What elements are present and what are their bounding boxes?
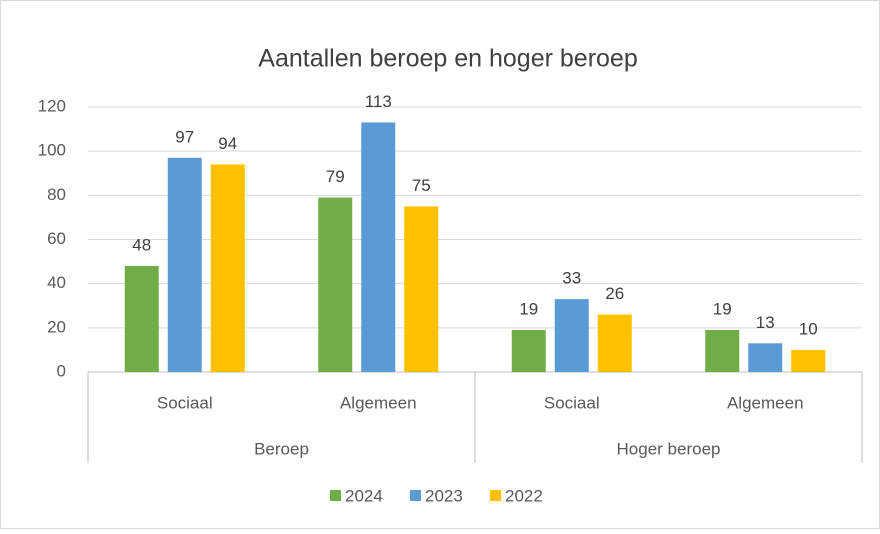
- legend-swatch: [410, 490, 421, 501]
- bar: [210, 164, 245, 372]
- bar: [597, 314, 632, 372]
- bar: [554, 299, 589, 372]
- y-tick-label: 20: [47, 317, 66, 336]
- data-label: 10: [799, 319, 818, 338]
- x-tick-label: Sociaal: [157, 393, 213, 412]
- bar: [167, 157, 202, 372]
- group-label: Beroep: [254, 439, 309, 458]
- x-tick-label: Algemeen: [340, 393, 417, 412]
- data-label: 26: [605, 284, 624, 303]
- x-tick-label: Algemeen: [727, 393, 804, 412]
- data-label: 94: [218, 134, 237, 153]
- bar: [124, 266, 159, 372]
- data-label: 33: [562, 269, 581, 288]
- legend-label: 2022: [505, 486, 543, 505]
- data-label: 97: [175, 127, 194, 146]
- data-label: 79: [326, 167, 345, 186]
- y-tick-label: 40: [47, 273, 66, 292]
- legend-swatch: [330, 490, 341, 501]
- y-tick-label: 80: [47, 185, 66, 204]
- bar: [318, 197, 353, 372]
- legend-label: 2023: [425, 486, 463, 505]
- y-tick-label: 60: [47, 229, 66, 248]
- y-tick-label: 100: [38, 141, 66, 160]
- bar: [361, 122, 396, 372]
- y-tick-label: 120: [38, 96, 66, 115]
- data-label: 75: [412, 176, 431, 195]
- group-label: Hoger beroep: [617, 439, 721, 458]
- bar: [791, 349, 826, 372]
- data-label: 19: [519, 300, 538, 319]
- bar: [705, 330, 740, 372]
- data-label: 48: [132, 235, 151, 254]
- data-label: 113: [365, 92, 392, 111]
- bar: [748, 343, 783, 372]
- y-tick-label: 0: [57, 361, 66, 380]
- legend-label: 2024: [345, 486, 383, 505]
- legend-swatch: [490, 490, 501, 501]
- data-label: 19: [713, 300, 732, 319]
- data-label: 13: [756, 313, 775, 332]
- bar: [511, 330, 546, 372]
- chart-title: Aantallen beroep en hoger beroep: [258, 45, 637, 73]
- x-tick-label: Sociaal: [544, 393, 600, 412]
- bar: [404, 206, 439, 372]
